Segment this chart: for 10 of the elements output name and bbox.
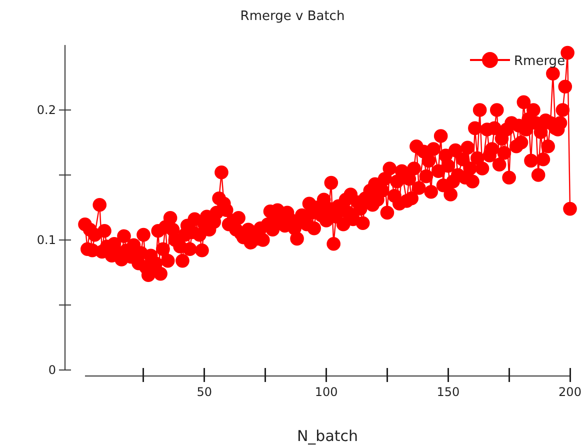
x-tick-label: 50	[196, 384, 212, 399]
x-tick-label: 150	[436, 384, 460, 399]
y-tick-label: 0.2	[36, 102, 56, 117]
chart-title: Rmerge v Batch	[240, 9, 345, 24]
y-tick-label: 0.1	[36, 232, 56, 247]
x-axis-title: N_batch	[296, 427, 358, 445]
x-tick-label: 200	[558, 384, 582, 399]
y-tick-label: 0	[48, 362, 56, 377]
legend-label: Rmerge	[514, 54, 566, 69]
x-tick-label: 100	[314, 384, 338, 399]
